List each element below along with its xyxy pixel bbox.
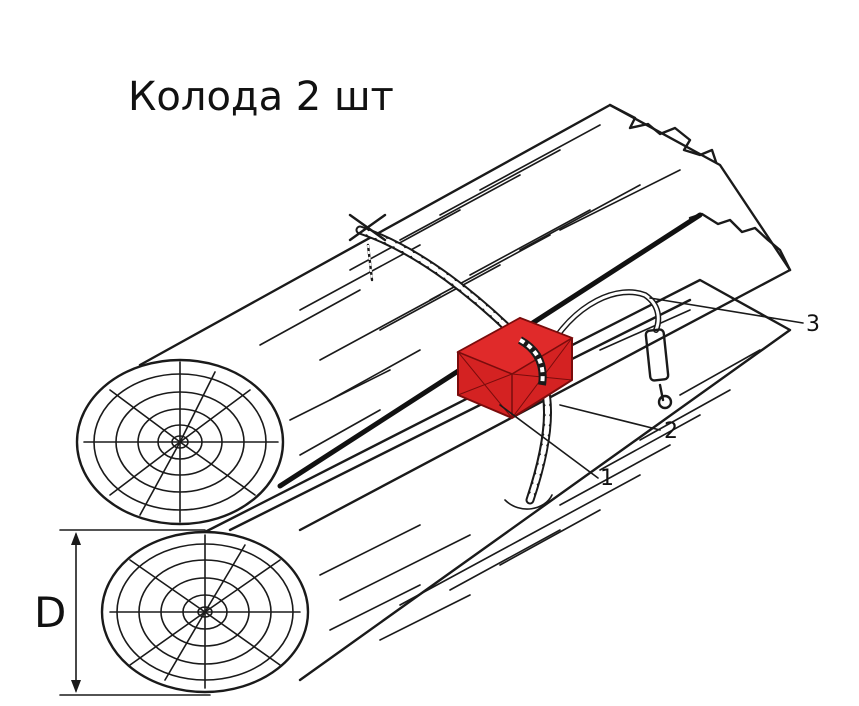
top-log-grain [259, 124, 681, 456]
diameter-dimension [59, 529, 211, 696]
bottom-log-end [100, 530, 310, 694]
bottom-log-grain [319, 309, 761, 641]
fuse-cord [542, 289, 673, 410]
diagram-title: Колода 2 шт [128, 74, 394, 120]
top-log-end [75, 358, 285, 526]
top-log [75, 103, 792, 532]
diameter-label: D [34, 588, 67, 637]
explosive-charge [456, 316, 574, 420]
callout-1: 1 [600, 466, 614, 491]
callout-2: 2 [664, 419, 678, 444]
leader-lines [499, 297, 804, 479]
bottom-log [100, 278, 792, 694]
callout-3: 3 [806, 312, 820, 337]
